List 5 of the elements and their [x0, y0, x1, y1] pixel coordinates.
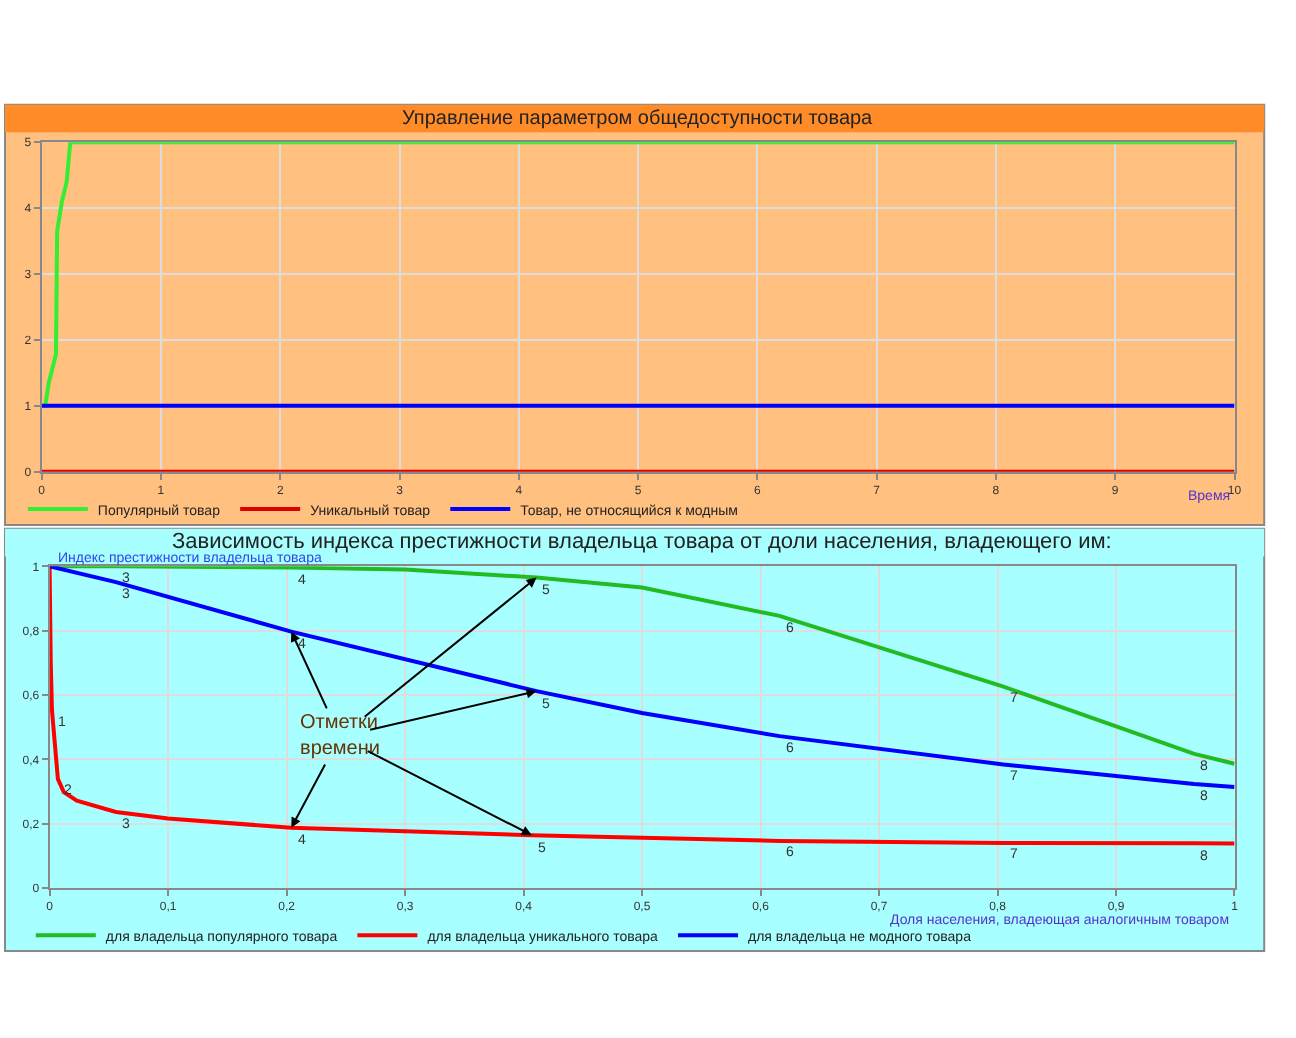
chart-title: Зависимость индекса престижности владельца товара от доли населения, владеющего им: — [172, 530, 1112, 554]
line-series — [49, 566, 1235, 846]
line-series — [41, 142, 1235, 408]
chart-title: Управление параметром общедоступности товара — [402, 108, 874, 130]
annotation: Отметки времени — [300, 712, 380, 760]
